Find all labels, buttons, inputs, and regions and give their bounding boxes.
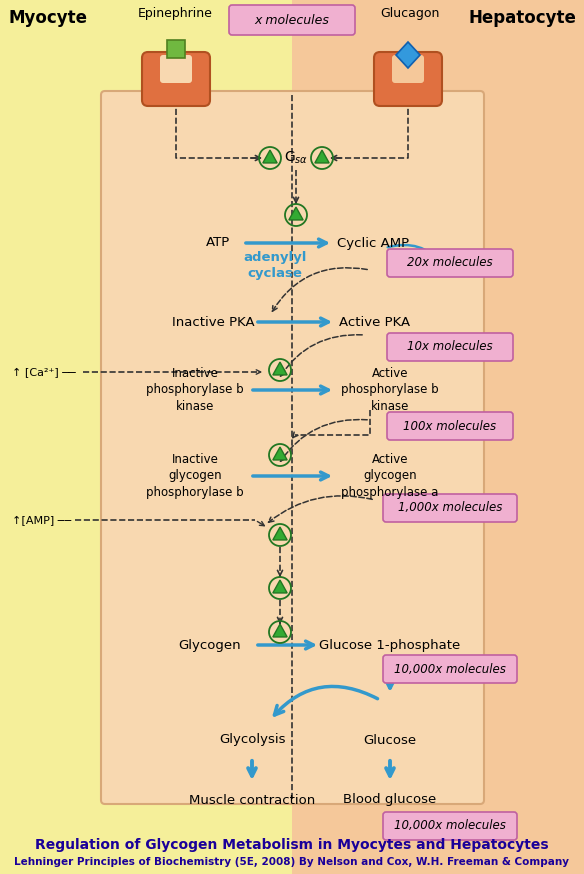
Text: Muscle contraction: Muscle contraction — [189, 794, 315, 807]
Text: Myocyte: Myocyte — [8, 9, 87, 27]
Text: Active
phosphorylase b
kinase: Active phosphorylase b kinase — [341, 367, 439, 413]
Text: Glucagon: Glucagon — [380, 6, 440, 19]
FancyBboxPatch shape — [383, 655, 517, 683]
Text: Inactive
glycogen
phosphorylase b: Inactive glycogen phosphorylase b — [146, 453, 244, 499]
Text: 100x molecules: 100x molecules — [404, 420, 496, 433]
Text: Glucose 1-phosphate: Glucose 1-phosphate — [319, 639, 461, 651]
Text: x molecules: x molecules — [255, 13, 329, 26]
Text: Inactive PKA: Inactive PKA — [172, 316, 254, 329]
FancyArrowPatch shape — [274, 686, 377, 715]
Polygon shape — [273, 624, 287, 637]
FancyBboxPatch shape — [383, 812, 517, 840]
FancyBboxPatch shape — [229, 5, 355, 35]
Bar — [167, 40, 185, 58]
Text: ↑ [Ca²⁺] ──: ↑ [Ca²⁺] ── — [12, 367, 76, 377]
FancyBboxPatch shape — [387, 249, 513, 277]
Polygon shape — [315, 150, 329, 163]
FancyBboxPatch shape — [387, 412, 513, 440]
Text: Glycogen: Glycogen — [179, 639, 241, 651]
Text: 1,000x molecules: 1,000x molecules — [398, 502, 502, 515]
Text: 10,000x molecules: 10,000x molecules — [394, 820, 506, 833]
Polygon shape — [273, 580, 287, 593]
Text: Regulation of Glycogen Metabolism in Myocytes and Hepatocytes: Regulation of Glycogen Metabolism in Myo… — [35, 838, 549, 852]
Polygon shape — [273, 362, 287, 375]
Text: Glucose: Glucose — [363, 733, 416, 746]
Text: Epinephrine: Epinephrine — [138, 6, 213, 19]
FancyBboxPatch shape — [383, 494, 517, 522]
Text: Inactive
phosphorylase b
kinase: Inactive phosphorylase b kinase — [146, 367, 244, 413]
FancyBboxPatch shape — [142, 52, 210, 106]
Text: ATP: ATP — [206, 237, 230, 249]
Text: Lehninger Principles of Biochemistry (5E, 2008) By Nelson and Cox, W.H. Freeman : Lehninger Principles of Biochemistry (5E… — [15, 857, 569, 867]
Text: 20x molecules: 20x molecules — [407, 256, 493, 269]
Polygon shape — [273, 527, 287, 540]
Polygon shape — [273, 447, 287, 460]
Polygon shape — [289, 207, 303, 220]
FancyBboxPatch shape — [387, 333, 513, 361]
Polygon shape — [396, 42, 420, 68]
Text: Cyclic AMP: Cyclic AMP — [337, 237, 409, 249]
Text: Glycolysis: Glycolysis — [219, 733, 285, 746]
FancyBboxPatch shape — [374, 52, 442, 106]
Bar — [292, 0, 584, 874]
Text: 10x molecules: 10x molecules — [407, 341, 493, 353]
Text: Hepatocyte: Hepatocyte — [468, 9, 576, 27]
Text: ↑[AMP] ──: ↑[AMP] ── — [12, 515, 71, 525]
Text: Active
glycogen
phosphorylase a: Active glycogen phosphorylase a — [341, 453, 439, 499]
FancyBboxPatch shape — [101, 91, 484, 804]
Text: 10,000x molecules: 10,000x molecules — [394, 662, 506, 676]
FancyBboxPatch shape — [392, 55, 424, 83]
Text: Blood glucose: Blood glucose — [343, 794, 437, 807]
Polygon shape — [263, 150, 277, 163]
Text: G$_{s\alpha}$: G$_{s\alpha}$ — [284, 149, 308, 166]
Text: adenylyl: adenylyl — [244, 252, 307, 265]
Text: Active PKA: Active PKA — [339, 316, 411, 329]
Text: cyclase: cyclase — [248, 267, 303, 280]
FancyBboxPatch shape — [160, 55, 192, 83]
